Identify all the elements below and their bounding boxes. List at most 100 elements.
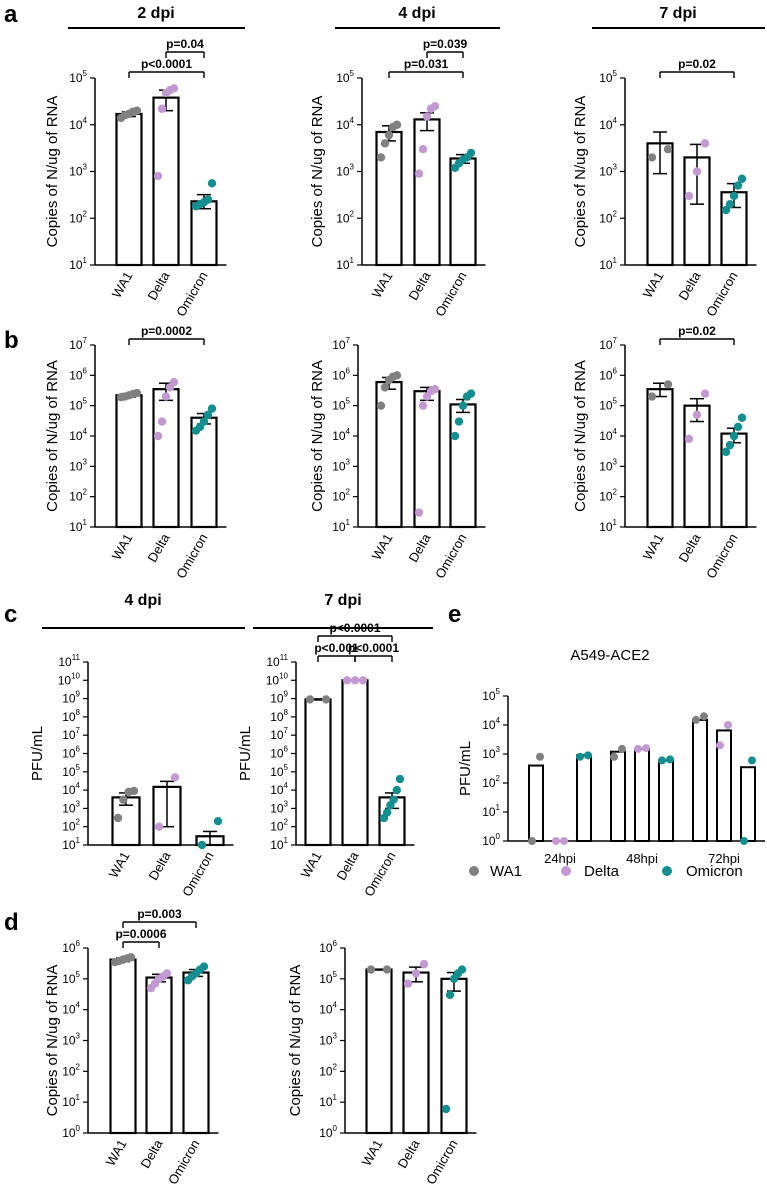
e-point-delta: [716, 741, 724, 750]
b2-x-tick-label: Omicron: [432, 531, 470, 581]
b1-y-label: Copies of N/ug of RNA: [44, 360, 61, 512]
e-bar-wa1: [528, 764, 544, 843]
c2-point-wa1: [305, 695, 315, 704]
a3-x-tick-label: WA1: [640, 269, 667, 300]
a3-x-tick-label: Delta: [675, 268, 704, 302]
a3-point-omicron: [737, 174, 747, 183]
a3-y-label: Copies of N/ug of RNA: [572, 96, 589, 248]
d2-bar-wa1: [365, 968, 393, 1135]
e-point-omicron: [584, 751, 592, 760]
a2-y-tick-label: 103: [336, 163, 354, 179]
b3-point-omicron: [725, 440, 735, 450]
c1-x-tick-label: Delta: [145, 848, 174, 882]
b3-bar-delta: [683, 404, 711, 529]
c2-y-tick-label: 106: [270, 745, 288, 761]
a1-bar-omicron: [190, 200, 218, 267]
b3-point-delta: [700, 389, 710, 398]
c2-y-tick-label: 103: [270, 799, 288, 815]
b2-y-tick-label: 104: [332, 427, 350, 443]
e-y-tick-label: 105: [482, 687, 500, 703]
d1-y-tick-label: 105: [62, 970, 80, 986]
a3-point-omicron: [729, 191, 739, 201]
e-bar-delta: [634, 747, 650, 843]
b2-point-omicron: [466, 389, 476, 398]
b3-bar-omicron: [720, 432, 748, 529]
e-point-wa1: [618, 744, 626, 753]
e-point-wa1: [692, 715, 700, 724]
c2-p-value-label: p<0.0001: [329, 621, 380, 635]
e-point-omicron: [658, 756, 666, 765]
d1-x-tick-label: Omicron: [165, 1137, 203, 1187]
legend-marker-omicron: [662, 866, 672, 876]
d1-p-value-label: p=0.003: [137, 907, 182, 921]
group-title-a3: 7 dpi: [659, 5, 696, 22]
e-point-omicron: [666, 755, 674, 764]
c2-p-value-label: p<0.0001: [348, 641, 399, 655]
b1-bar-delta: [152, 388, 180, 529]
panel-label-a: a: [4, 1, 18, 28]
b3-y-tick-label: 105: [599, 397, 617, 413]
d2-point-delta: [411, 969, 421, 978]
b1-point-omicron: [199, 417, 209, 426]
c2-p-value-label: p<0.001: [314, 641, 359, 655]
e-point-omicron: [576, 752, 584, 761]
a3-y-tick-label: 105: [599, 69, 617, 85]
d2-point-delta: [419, 959, 429, 969]
e-bar-wa1: [610, 750, 626, 842]
e-x-tick-label: 48hpi: [626, 851, 658, 866]
panel-label-e: e: [448, 601, 461, 628]
d2-x-tick-label: Delta: [394, 1136, 423, 1170]
e-point-wa1: [528, 837, 536, 845]
a1-p-value-label: p=0.04: [166, 37, 204, 51]
c1-y-tick-label: 106: [62, 745, 80, 761]
a2-point-wa1: [376, 153, 386, 162]
c1-point-delta: [154, 822, 164, 831]
d2-y-label: Copies of N/ug of RNA: [287, 965, 304, 1117]
b3-point-omicron: [733, 422, 743, 432]
d2-x-tick-label: WA1: [359, 1137, 386, 1168]
b3-y-tick-label: 101: [599, 518, 617, 534]
group-title-c1: 4 dpi: [124, 592, 161, 609]
b3-y-tick-label: 103: [599, 457, 617, 473]
e-point-wa1: [536, 752, 544, 761]
group-title-a2: 4 dpi: [398, 5, 435, 22]
b1-y-tick-label: 105: [69, 397, 87, 413]
b2-y-tick-label: 101: [332, 518, 350, 534]
legend-marker-delta: [561, 866, 571, 876]
a2-point-omicron: [466, 148, 476, 158]
group-title-c2: 7 dpi: [324, 592, 361, 609]
b2-point-delta: [414, 508, 424, 517]
b2-point-omicron: [458, 401, 468, 410]
c1-y-label: PFU/mL: [29, 726, 46, 781]
e-y-tick-label: 101: [482, 803, 500, 819]
d1-x-tick-label: Delta: [137, 1136, 166, 1170]
b2-point-wa1: [376, 401, 386, 410]
c1-y-tick-label: 108: [62, 708, 80, 724]
legend-label-wa1: WA1: [490, 863, 522, 880]
b3-y-tick-label: 102: [599, 488, 617, 504]
a2-x-tick-label: Omicron: [432, 269, 470, 319]
c1-x-tick-label: WA1: [106, 849, 133, 880]
d1-y-tick-label: 100: [62, 1124, 80, 1140]
c1-point-wa1: [113, 813, 123, 823]
d2-point-delta: [403, 979, 413, 988]
a2-point-delta: [430, 101, 440, 111]
c2-x-tick-label: Omicron: [361, 849, 399, 899]
b1-p-value-label: p=0.0002: [141, 324, 192, 338]
d1-y-tick-label: 101: [62, 1093, 80, 1109]
d1-point-wa1: [126, 953, 136, 962]
legend-marker-wa1: [469, 866, 479, 876]
legend: WA1 Delta Omicron: [469, 863, 743, 880]
a2-y-tick-label: 105: [336, 69, 354, 85]
e-bar-delta: [716, 729, 732, 843]
b2-point-wa1: [380, 383, 390, 392]
a3-point-delta: [692, 167, 702, 176]
b3-x-tick-label: Delta: [675, 530, 704, 564]
d2-bar-delta: [402, 971, 430, 1135]
a2-point-wa1: [384, 130, 394, 140]
e-y-tick-label: 104: [482, 716, 500, 732]
e-bar-omicron: [576, 754, 592, 842]
e-y-label: PFU/mL: [457, 741, 474, 796]
d2-y-tick-label: 101: [319, 1093, 337, 1109]
a2-bar-delta: [413, 118, 441, 267]
